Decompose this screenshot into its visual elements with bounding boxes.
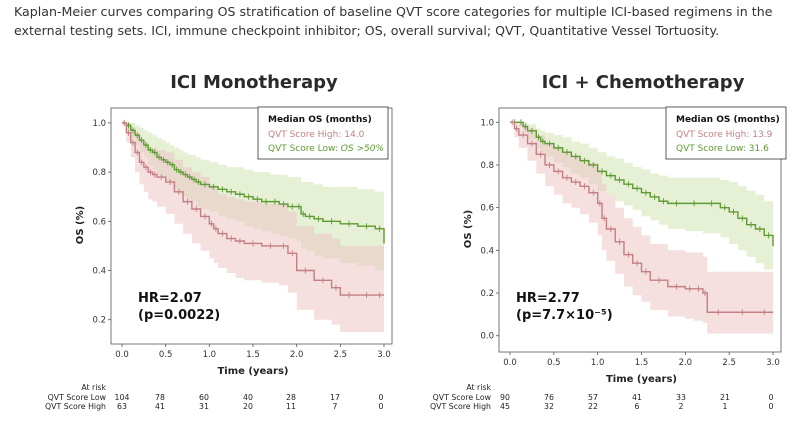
risk-count: 45: [500, 402, 510, 411]
x-tick-label: 0.0: [115, 350, 129, 360]
y-tick-label: 1.0: [92, 119, 106, 129]
y-tick-label: 0.2: [92, 316, 106, 326]
risk-row-label: QVT Score Low: [48, 393, 107, 402]
x-tick-label: 2.0: [679, 358, 693, 368]
plot-title: ICI + Chemotherapy: [542, 72, 745, 93]
x-tick-label: 0.0: [503, 358, 517, 368]
risk-count: 1: [723, 402, 728, 411]
risk-count: 63: [117, 402, 127, 411]
risk-count: 20: [243, 402, 253, 411]
legend-title: Median OS (months): [268, 115, 372, 125]
legend-item-qvt-low: QVT Score Low: OS >50%: [268, 144, 384, 154]
x-tick-label: 0.5: [547, 358, 561, 368]
risk-table-header: At risk: [81, 383, 106, 392]
risk-count: 33: [676, 393, 686, 402]
legend-item-value: OS >50%: [341, 144, 384, 154]
y-tick-label: 0.0: [480, 332, 494, 342]
km-plot-ici-monotherapy: ICI Monotherapy 0.0 0.5 1.0 1.5 2.0 2.5 3.0 0.2 0…: [45, 72, 393, 411]
x-tick-label: 1.5: [635, 358, 649, 368]
km-curve-qvt-high: [122, 122, 384, 296]
legend-box: Median OS (months)QVT Score High: 14.0QV…: [257, 106, 389, 160]
x-tick-label: 2.0: [290, 350, 304, 360]
risk-count: 11: [286, 402, 296, 411]
x-tick-label: 0.5: [159, 350, 173, 360]
legend-item-value: 31.6: [749, 144, 769, 154]
risk-row-label: QVT Score High: [430, 402, 491, 411]
legend-item-qvt-high: QVT Score High: 13.9: [676, 130, 773, 140]
risk-count: 104: [115, 393, 130, 402]
x-tick-label: 1.5: [246, 350, 260, 360]
plot-frame: [498, 107, 782, 353]
hazard-ratio-label: HR=2.07: [138, 291, 202, 306]
risk-count: 0: [379, 402, 384, 411]
x-tick-label: 1.0: [203, 350, 217, 360]
y-axis-label: OS (%): [463, 210, 474, 248]
risk-count: 0: [769, 402, 774, 411]
y-tick-label: 0.2: [480, 289, 494, 299]
legend-item-value: 13.9: [752, 130, 772, 140]
legend-item-label: QVT Score High:: [268, 130, 344, 140]
risk-count: 17: [330, 393, 340, 402]
y-tick-label: 0.6: [92, 217, 106, 227]
risk-table-header: At risk: [466, 383, 491, 392]
plot-title: ICI Monotherapy: [170, 72, 338, 93]
y-axis-label: OS (%): [75, 206, 86, 244]
x-axis-label: Time (years): [217, 366, 288, 377]
risk-count: 22: [588, 402, 598, 411]
plot-frame: [110, 107, 393, 345]
risk-count: 32: [544, 402, 554, 411]
p-value-label: (p=0.0022): [138, 308, 220, 323]
risk-count: 6: [635, 402, 640, 411]
x-tick-label: 3.0: [766, 358, 780, 368]
legend-item-value: 14.0: [344, 130, 364, 140]
risk-count: 7: [333, 402, 338, 411]
risk-count: 0: [379, 393, 384, 402]
y-tick-label: 0.8: [480, 161, 494, 171]
legend-item-qvt-low: QVT Score Low: 31.6: [676, 144, 769, 154]
risk-count: 90: [500, 393, 510, 402]
legend-item-label: QVT Score Low:: [676, 144, 749, 154]
risk-count: 2: [679, 402, 684, 411]
risk-count: 28: [286, 393, 296, 402]
risk-count: 76: [544, 393, 554, 402]
y-tick-label: 0.6: [480, 204, 494, 214]
legend-title: Median OS (months): [676, 115, 780, 125]
y-tick-label: 1.0: [480, 118, 494, 128]
x-axis-label: Time (years): [606, 374, 677, 385]
risk-count: 21: [720, 393, 730, 402]
risk-count: 41: [632, 393, 642, 402]
legend-box: Median OS (months)QVT Score High: 13.9QV…: [665, 106, 787, 160]
risk-row-label: QVT Score High: [45, 402, 106, 411]
legend-frame: [665, 106, 787, 160]
km-curve-qvt-low: [122, 122, 385, 244]
km-curve-qvt-high: [510, 121, 773, 313]
y-tick-label: 0.8: [92, 168, 106, 178]
risk-count: 60: [199, 393, 209, 402]
legend-item-qvt-high: QVT Score High: 14.0: [268, 130, 365, 140]
x-tick-label: 2.5: [722, 358, 736, 368]
risk-count: 40: [243, 393, 253, 402]
hazard-ratio-label: HR=2.77: [516, 291, 580, 306]
legend-item-label: QVT Score High:: [676, 130, 752, 140]
x-tick-label: 2.5: [334, 350, 348, 360]
figure-caption: Kaplan-Meier curves comparing OS stratif…: [14, 4, 773, 38]
risk-row-label: QVT Score Low: [433, 393, 492, 402]
risk-count: 78: [155, 393, 165, 402]
p-value-label: (p=7.7×10⁻⁵): [516, 308, 613, 323]
km-plot-ici-chemotherapy: ICI + Chemotherapy 0.0 0.5 1.0 1.5 2.0 2.5 3.0 0…: [430, 72, 787, 411]
y-tick-label: 0.4: [92, 267, 106, 277]
x-tick-label: 3.0: [377, 350, 391, 360]
risk-count: 57: [588, 393, 598, 402]
x-tick-label: 1.0: [591, 358, 605, 368]
ci-band-qvt-high: [510, 122, 773, 334]
risk-count: 31: [199, 402, 209, 411]
legend-frame: [257, 106, 389, 160]
risk-count: 41: [155, 402, 165, 411]
legend-item-label: QVT Score Low:: [268, 144, 341, 154]
y-tick-label: 0.4: [480, 246, 494, 256]
risk-count: 0: [769, 393, 774, 402]
